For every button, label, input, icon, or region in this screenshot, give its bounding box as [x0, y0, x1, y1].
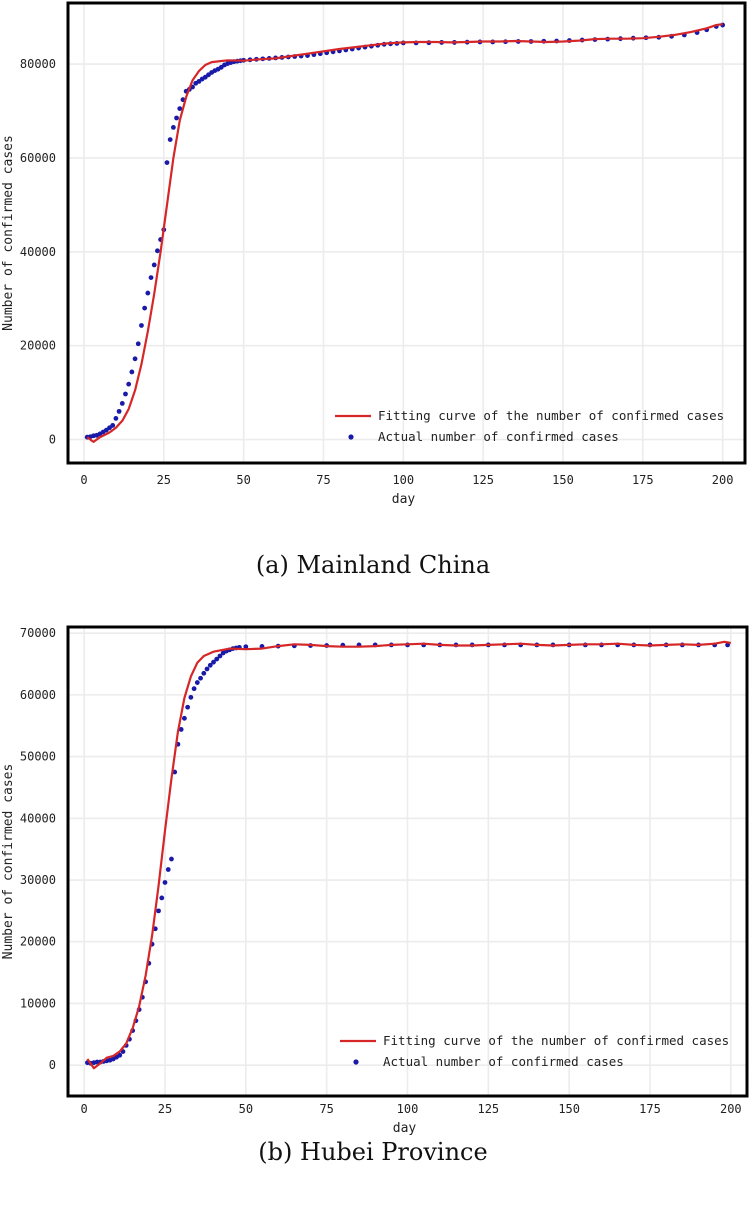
- y-tick-label: 10000: [20, 996, 56, 1010]
- data-point: [211, 659, 216, 665]
- x-tick-label: 125: [472, 473, 494, 487]
- data-point: [217, 653, 223, 659]
- data-point: [119, 400, 125, 406]
- data-point: [177, 106, 183, 112]
- data-point: [132, 356, 138, 362]
- data-point: [188, 694, 194, 700]
- data-point: [162, 880, 168, 885]
- data-point: [135, 341, 141, 347]
- data-point: [117, 1052, 123, 1058]
- x-tick-label: 150: [558, 1102, 580, 1116]
- data-point: [204, 666, 210, 672]
- data-point: [139, 323, 144, 328]
- data-point: [129, 369, 135, 375]
- data-point: [116, 408, 122, 414]
- x-tick-label: 100: [397, 1102, 419, 1116]
- x-tick-label: 200: [712, 473, 734, 487]
- y-tick-label: 50000: [20, 750, 56, 764]
- x-tick-label: 0: [81, 1102, 88, 1116]
- data-point: [170, 124, 176, 130]
- data-point: [156, 908, 161, 914]
- x-tick-label: 75: [319, 1102, 333, 1116]
- x-tick-label: 50: [239, 1102, 253, 1116]
- x-tick-label: 0: [80, 473, 87, 487]
- y-tick-label: 80000: [20, 57, 56, 71]
- data-point: [167, 137, 173, 142]
- y-tick-label: 20000: [20, 935, 56, 949]
- data-point: [207, 662, 213, 668]
- legend-label-fitting-curve: Fitting curve of the number of confirmed…: [378, 408, 724, 423]
- legend-dot-swatch: [348, 434, 354, 440]
- fitted-curve-line: [86, 23, 723, 443]
- y-tick-label: 30000: [20, 873, 56, 887]
- chart-mainland-china: 0 25 50 75 100 125 150 175 200 0 20000 40000 60000 80…: [1, 1, 747, 579]
- y-tick-label: 40000: [20, 245, 56, 259]
- y-tick-label: 0: [49, 1058, 56, 1072]
- figure-caption: (a) Mainland China: [256, 551, 490, 579]
- legend-dot-swatch: [353, 1059, 359, 1065]
- x-tick-label: 75: [316, 473, 330, 487]
- data-point: [110, 423, 116, 428]
- x-tick-label: 100: [392, 473, 414, 487]
- data-point: [214, 656, 220, 662]
- data-point: [178, 727, 184, 732]
- data-point: [201, 670, 207, 676]
- data-point: [191, 686, 197, 692]
- y-tick-label: 0: [49, 433, 56, 447]
- data-point: [123, 391, 128, 397]
- figure-caption: (b) Hubei Province: [258, 1138, 487, 1166]
- x-tick-label: 200: [720, 1102, 742, 1116]
- fitted-curve-line: [86, 640, 732, 1070]
- data-point: [174, 115, 179, 121]
- x-tick-label: 125: [477, 1102, 499, 1116]
- data-point: [145, 290, 151, 296]
- plot-area: [68, 3, 745, 463]
- data-point: [159, 895, 165, 901]
- data-point: [198, 675, 203, 681]
- x-tick-label: 50: [236, 473, 250, 487]
- x-tick-label: 25: [157, 473, 171, 487]
- y-tick-label: 40000: [20, 811, 56, 825]
- x-tick-label: 175: [632, 473, 654, 487]
- data-point: [164, 160, 170, 165]
- y-tick-label: 70000: [20, 626, 56, 640]
- y-tick-label: 60000: [20, 151, 56, 165]
- y-tick-label: 60000: [20, 688, 56, 702]
- x-tick-label: 175: [639, 1102, 661, 1116]
- data-point: [165, 867, 171, 872]
- data-point: [243, 644, 249, 650]
- x-tick-label: 150: [552, 473, 574, 487]
- x-axis-title: day: [392, 492, 416, 507]
- data-point: [142, 305, 148, 311]
- data-point: [194, 680, 200, 685]
- plot-frame: [66, 625, 749, 1098]
- legend-label-actual-cases: Actual number of confirmed cases: [378, 429, 619, 444]
- y-axis-title: Number of confirmed cases: [1, 135, 16, 331]
- legend-label-actual-cases: Actual number of confirmed cases: [383, 1054, 624, 1069]
- y-axis-title: Number of confirmed cases: [1, 764, 16, 960]
- data-point: [151, 262, 157, 268]
- chart-hubei-province: 0 25 50 75 100 125 150 175 200 0 10000 20000 30000 40…: [1, 625, 749, 1166]
- data-point: [169, 856, 174, 862]
- data-point: [185, 704, 191, 710]
- data-point: [182, 715, 187, 721]
- data-point: [148, 275, 154, 280]
- data-point: [126, 381, 132, 387]
- x-tick-label: 25: [158, 1102, 172, 1116]
- y-tick-label: 20000: [20, 339, 56, 353]
- plot-frame: [66, 1, 747, 465]
- legend-label-fitting-curve: Fitting curve of the number of confirmed…: [383, 1033, 729, 1048]
- x-axis-title: day: [393, 1121, 417, 1136]
- data-point: [155, 248, 160, 254]
- data-point: [113, 416, 119, 421]
